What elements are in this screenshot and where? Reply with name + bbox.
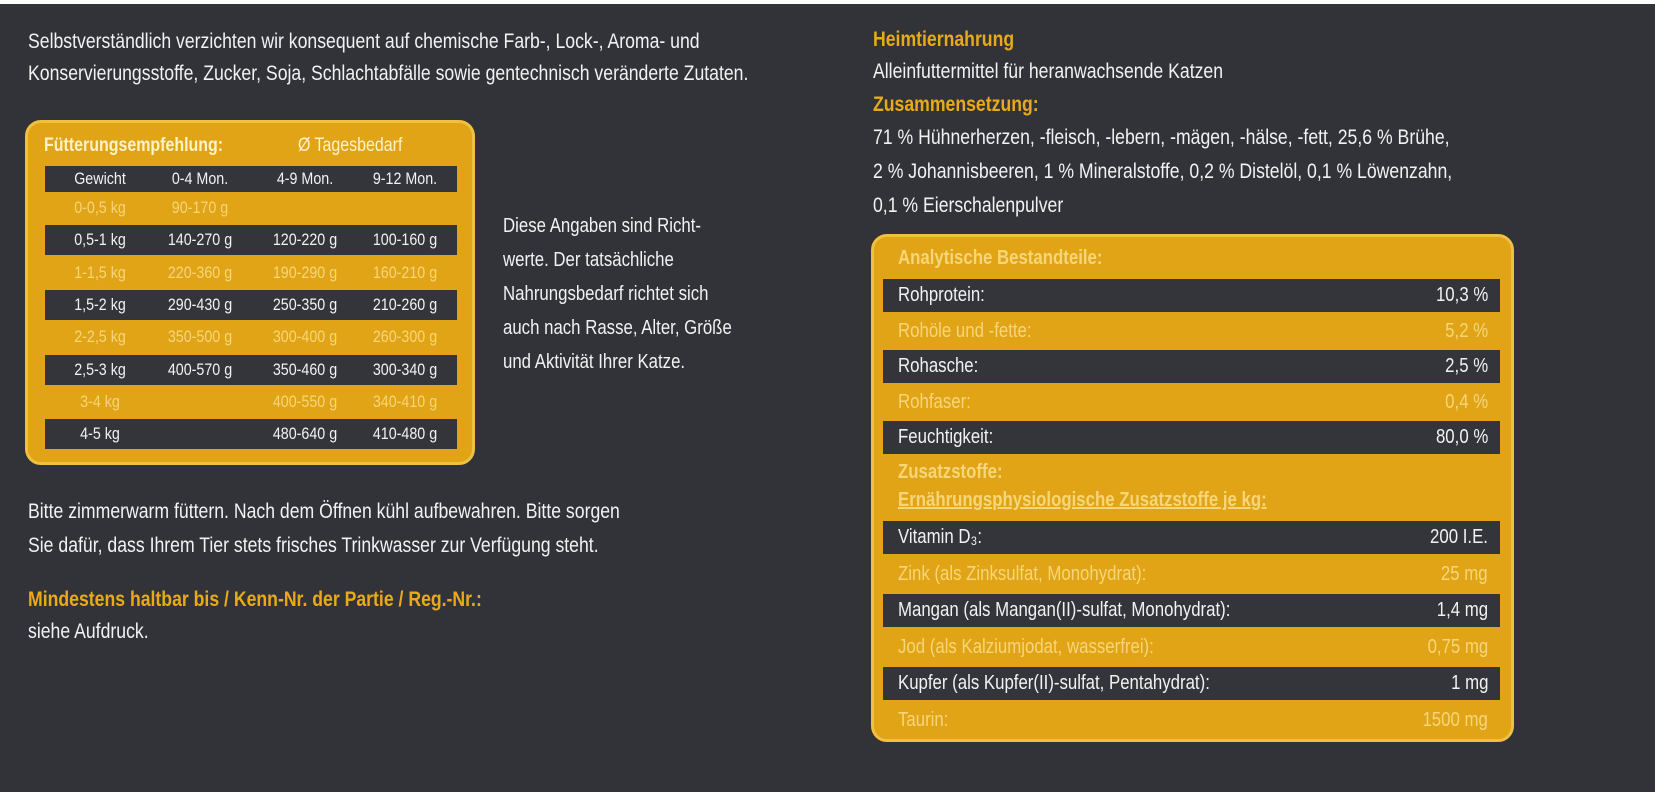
additive-value: 1 mg	[1450, 672, 1488, 694]
feeding-cell: 100-160 g	[372, 230, 438, 250]
feeding-cell: 410-480 g	[372, 424, 438, 444]
analysis-value: 10,3 %	[1435, 284, 1488, 306]
analysis-label: Rohasche:	[898, 355, 979, 377]
feeding-cell: 0-0,5 kg	[74, 198, 126, 217]
additive-label: Vitamin D₃:	[898, 526, 983, 548]
analysis-label: Rohöle und -fette:	[898, 319, 1032, 342]
feeding-cell: 260-300 g	[372, 327, 438, 347]
feeding-cell: 2-2,5 kg	[74, 327, 126, 347]
feeding-cell: 220-360 g	[167, 262, 233, 282]
storage-line: Bitte zimmerwarm füttern. Nach dem Öffne…	[28, 500, 620, 523]
feeding-cell: 250-350 g	[272, 294, 338, 314]
analysis-value: 0,4 %	[1445, 390, 1488, 413]
best-before-heading: Mindestens haltbar bis / Kenn-Nr. der Pa…	[28, 588, 482, 611]
feeding-cell: 300-400 g	[272, 327, 338, 347]
feeding-header-cell: Gewicht	[74, 169, 126, 188]
feeding-cell: 300-340 g	[372, 359, 438, 379]
feeding-cell: 400-550 g	[272, 391, 338, 411]
feeding-header-cell: 4-9 Mon.	[276, 169, 334, 188]
feeding-row	[45, 225, 457, 256]
note-line: Nahrungsbedarf richtet sich	[503, 283, 709, 305]
note-line: und Aktivität Ihrer Katze.	[503, 351, 686, 373]
feeding-cell: 1,5-2 kg	[74, 294, 126, 314]
feeding-subtitle: Ø Tagesbedarf	[298, 135, 403, 156]
analysis-label: Rohprotein:	[898, 284, 985, 306]
additive-label: Zink (als Zinksulfat, Monohydrat):	[898, 562, 1147, 585]
intro-line: Konservierungsstoffe, Zucker, Soja, Schl…	[28, 62, 749, 85]
feeding-title: Fütterungsempfehlung:	[44, 135, 224, 156]
additive-value: 200 I.E.	[1430, 526, 1488, 548]
additive-row	[883, 594, 1500, 627]
note-line: werte. Der tatsächliche	[503, 249, 674, 271]
feeding-header-cell: 9-12 Mon.	[372, 169, 438, 188]
additive-value: 1500 mg	[1422, 708, 1488, 731]
analysis-title: Analytische Bestandteile:	[898, 247, 1103, 269]
feeding-cell: 140-270 g	[167, 230, 233, 250]
additive-value: 25 mg	[1441, 562, 1488, 585]
feeding-header-cell: 0-4 Mon.	[171, 169, 229, 188]
additive-value: 0,75 mg	[1427, 635, 1488, 658]
note-line: Diese Angaben sind Richt-	[503, 215, 701, 237]
feeding-header-row	[45, 166, 457, 192]
composition-heading: Zusammensetzung:	[873, 93, 1039, 116]
feeding-cell: 400-570 g	[167, 359, 233, 379]
analysis-value: 2,5 %	[1445, 355, 1488, 377]
feeding-row	[45, 289, 457, 320]
feeding-cell: 3-4 kg	[80, 391, 120, 411]
analysis-row	[883, 279, 1500, 312]
composition-line: 2 % Johannisbeeren, 1 % Mineralstoffe, 0…	[873, 160, 1453, 183]
storage-line: Sie dafür, dass Ihrem Tier stets frische…	[28, 534, 599, 557]
feeding-row	[45, 354, 457, 385]
feeding-row	[45, 419, 457, 450]
best-before-text: siehe Aufdruck.	[28, 620, 149, 643]
additive-label: Taurin:	[898, 708, 949, 731]
feeding-cell: 120-220 g	[272, 230, 338, 250]
additive-label: Mangan (als Mangan(II)-sulfat, Monohydra…	[898, 599, 1231, 621]
additives-subheading: Ernährungsphysiologische Zusatzstoffe je…	[898, 489, 1267, 511]
feeding-cell: 350-460 g	[272, 359, 338, 379]
additive-row	[883, 521, 1500, 554]
feeding-cell: 2,5-3 kg	[74, 359, 126, 379]
feeding-cell: 90-170 g	[171, 198, 229, 217]
composition-line: 71 % Hühnerherzen, -fleisch, -lebern, -m…	[873, 126, 1450, 149]
additive-label: Kupfer (als Kupfer(II)-sulfat, Pentahydr…	[898, 672, 1210, 694]
description: Alleinfuttermittel für heranwachsende Ka…	[873, 60, 1224, 83]
note-line: auch nach Rasse, Alter, Größe	[503, 317, 732, 339]
analysis-value: 80,0 %	[1435, 426, 1488, 448]
analysis-row	[883, 421, 1500, 454]
analysis-row	[883, 350, 1500, 383]
analysis-label: Rohfaser:	[898, 390, 971, 413]
additive-label: Jod (als Kalziumjodat, wasserfrei):	[898, 635, 1154, 658]
intro-line: Selbstverständlich verzichten wir konseq…	[28, 30, 700, 53]
feeding-cell: 0,5-1 kg	[74, 230, 126, 250]
label-panel: Selbstverständlich verzichten wir konseq…	[0, 4, 1655, 792]
composition-line: 0,1 % Eierschalenpulver	[873, 194, 1064, 217]
additives-heading: Zusatzstoffe:	[898, 461, 1003, 483]
analysis-box	[871, 234, 1514, 742]
product-type: Heimtiernahrung	[873, 28, 1015, 51]
feeding-cell: 210-260 g	[372, 294, 438, 314]
feeding-cell: 190-290 g	[272, 262, 338, 282]
analysis-label: Feuchtigkeit:	[898, 426, 994, 448]
feeding-cell: 480-640 g	[272, 424, 338, 444]
feeding-cell: 340-410 g	[372, 391, 438, 411]
additive-value: 1,4 mg	[1436, 599, 1488, 621]
analysis-value: 5,2 %	[1445, 319, 1488, 342]
feeding-cell: 160-210 g	[372, 262, 438, 282]
feeding-cell: 1-1,5 kg	[74, 262, 126, 282]
additive-row	[883, 667, 1500, 700]
feeding-cell: 290-430 g	[167, 294, 233, 314]
feeding-cell: 4-5 kg	[80, 424, 120, 444]
feeding-cell: 350-500 g	[167, 327, 233, 347]
